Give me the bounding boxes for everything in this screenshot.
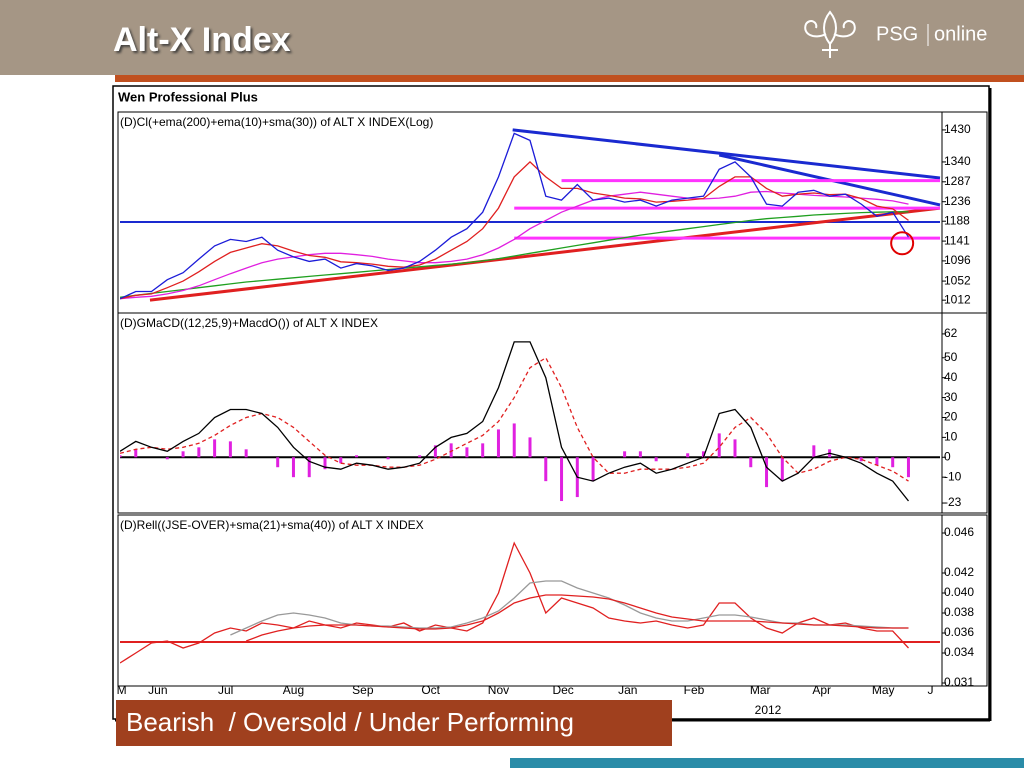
y-tick-label: 0.036	[944, 625, 974, 639]
logo-brand: PSG	[876, 23, 918, 45]
y-tick-label: 1287	[944, 174, 971, 188]
series-line	[120, 190, 909, 300]
y-tick-label: 1236	[944, 194, 971, 208]
plot-area	[120, 541, 940, 664]
panel-title: (D)Cl(+ema(200)+ema(10)+sma(30)) of ALT …	[120, 115, 433, 129]
series-line	[120, 161, 909, 300]
x-tick-label: Oct	[421, 683, 440, 697]
y-tick-label: 62	[944, 326, 958, 340]
panel-frame	[117, 514, 988, 687]
y-tick-label: 0.031	[944, 675, 974, 689]
panel: (D)Rell((JSE-OVER)+sma(21)+sma(40)) of A…	[117, 514, 988, 689]
y-tick-label: 1141	[944, 233, 970, 247]
x-tick-label: Mar	[750, 683, 771, 697]
series-line	[120, 356, 909, 482]
trend-line	[149, 206, 941, 302]
logo-curl	[804, 20, 827, 38]
x-tick-label: Sep	[352, 683, 374, 697]
x-tick-label: Jun	[148, 683, 167, 697]
series-line	[120, 341, 910, 502]
logo-word: online	[934, 23, 987, 45]
y-tick-label: 0.042	[944, 565, 974, 579]
header-band	[0, 0, 1024, 75]
year-label: 2012	[755, 703, 782, 717]
plot-area	[120, 341, 940, 502]
y-tick-label: -23	[944, 495, 962, 509]
series-line	[245, 594, 909, 642]
y-tick-label: 0	[944, 449, 951, 463]
x-tick-label: Jul	[218, 683, 233, 697]
y-tick-label: 0.038	[944, 605, 974, 619]
logo-curl	[833, 20, 856, 38]
plot-area	[120, 128, 941, 302]
y-tick-label: 1340	[944, 154, 971, 168]
panel-frame	[117, 312, 988, 514]
logo	[804, 10, 856, 58]
series-line	[230, 580, 909, 636]
x-tick-label: May	[872, 683, 895, 697]
x-tick-label: J	[928, 683, 934, 697]
y-tick-label: 10	[944, 430, 958, 444]
charts: (D)Cl(+ema(200)+ema(10)+sma(30)) of ALT …	[117, 111, 988, 697]
y-tick-label: 0.046	[944, 525, 974, 539]
x-tick-label: Feb	[684, 683, 705, 697]
panel-title: (D)Rell((JSE-OVER)+sma(21)+sma(40)) of A…	[120, 518, 424, 532]
x-tick-label: Dec	[552, 683, 573, 697]
accent-rule	[115, 75, 1024, 82]
x-tick-label: Nov	[488, 683, 509, 697]
y-tick-label: 0.040	[944, 585, 974, 599]
y-tick-label: 1096	[944, 253, 971, 267]
y-tick-label: 1430	[944, 122, 971, 136]
y-tick-label: 20	[944, 410, 958, 424]
y-tick-label: 0.034	[944, 645, 974, 659]
slide-title: Alt-X Index	[113, 21, 291, 59]
x-tick-label: Jan	[618, 683, 637, 697]
trend-line	[512, 128, 941, 180]
panel: (D)GMaCD((12,25,9)+MacdO()) of ALT X IND…	[117, 312, 988, 514]
app-title: Wen Professional Plus	[118, 89, 258, 104]
x-tick-label: M	[117, 683, 127, 697]
x-tick-label: Aug	[283, 683, 304, 697]
y-tick-label: -10	[944, 469, 962, 483]
footer-bar	[510, 758, 1024, 768]
panel-title: (D)GMaCD((12,25,9)+MacdO()) of ALT X IND…	[120, 316, 378, 330]
verdict-label: Bearish / Oversold / Under Performing	[126, 707, 574, 737]
y-tick-label: 1188	[944, 213, 970, 227]
x-tick-label: Apr	[812, 683, 831, 697]
highlight-circle	[890, 231, 915, 256]
series-line	[120, 132, 910, 300]
y-tick-label: 1012	[944, 292, 971, 306]
series-line	[120, 541, 909, 664]
logo-stem	[822, 44, 838, 58]
y-tick-label: 50	[944, 350, 958, 364]
verdict-box	[116, 700, 672, 746]
x-axis: M Jun Jul Aug Sep Oct Nov Dec Jan Feb Mar Apr May J	[117, 683, 934, 697]
y-tick-label: 1052	[944, 273, 971, 287]
y-tick-label: 40	[944, 370, 958, 384]
y-tick-label: 30	[944, 390, 958, 404]
series-line	[120, 211, 909, 298]
